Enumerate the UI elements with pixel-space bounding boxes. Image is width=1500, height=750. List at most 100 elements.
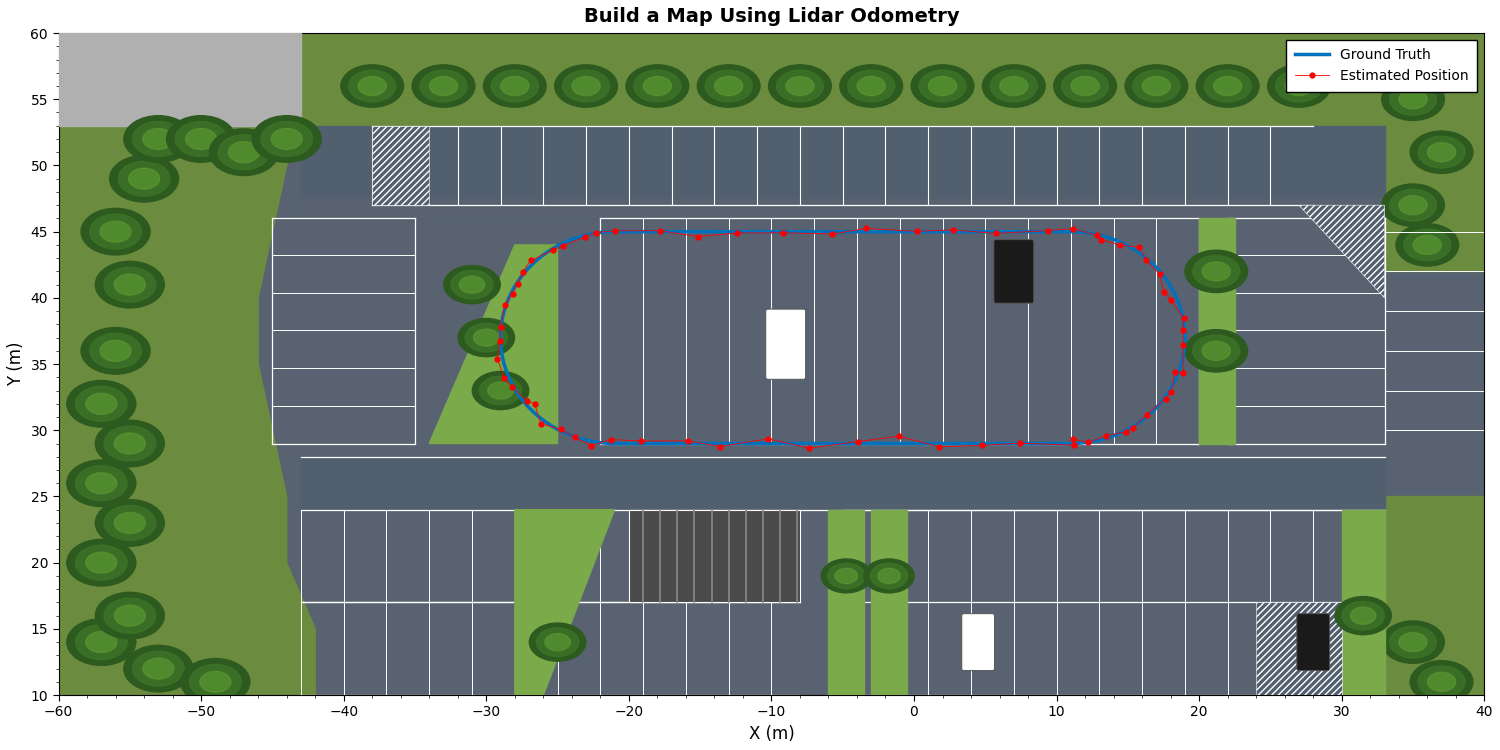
Ellipse shape: [1400, 196, 1426, 214]
Ellipse shape: [90, 214, 141, 249]
Ellipse shape: [465, 323, 507, 352]
Bar: [828, 510, 864, 695]
Ellipse shape: [1202, 341, 1230, 360]
Ellipse shape: [1335, 596, 1392, 634]
Ellipse shape: [856, 76, 885, 95]
Ellipse shape: [982, 64, 1046, 107]
Ellipse shape: [81, 209, 150, 255]
Bar: [58, 33, 302, 126]
Ellipse shape: [644, 76, 672, 95]
Polygon shape: [628, 510, 800, 602]
Ellipse shape: [104, 267, 156, 302]
Ellipse shape: [100, 221, 130, 242]
Ellipse shape: [348, 70, 396, 102]
Ellipse shape: [483, 64, 546, 107]
Ellipse shape: [96, 420, 165, 466]
Ellipse shape: [1214, 76, 1242, 95]
Ellipse shape: [1132, 70, 1180, 102]
Ellipse shape: [1389, 189, 1437, 221]
Legend: Ground Truth, Estimated Position: Ground Truth, Estimated Position: [1286, 40, 1478, 92]
Ellipse shape: [1410, 661, 1473, 703]
Ellipse shape: [186, 128, 216, 149]
Ellipse shape: [189, 664, 242, 699]
Ellipse shape: [1185, 330, 1248, 372]
Ellipse shape: [68, 539, 136, 586]
Ground Truth: [1092, 435, 1110, 444]
Ellipse shape: [1428, 142, 1455, 162]
Bar: [302, 199, 1384, 218]
Ellipse shape: [252, 116, 321, 162]
Ellipse shape: [132, 651, 184, 686]
Ellipse shape: [429, 76, 457, 95]
Bar: [302, 126, 1384, 218]
Ellipse shape: [96, 592, 165, 639]
Y-axis label: Y (m): Y (m): [8, 342, 26, 386]
Ellipse shape: [488, 382, 513, 399]
Ellipse shape: [1197, 64, 1258, 107]
Ellipse shape: [572, 76, 600, 95]
Ellipse shape: [999, 76, 1028, 95]
Ellipse shape: [928, 76, 957, 95]
Title: Build a Map Using Lidar Odometry: Build a Map Using Lidar Odometry: [584, 7, 958, 26]
Ellipse shape: [1413, 236, 1442, 254]
Estimated Position: [1065, 441, 1083, 450]
Ellipse shape: [1404, 229, 1450, 261]
Ellipse shape: [100, 340, 130, 362]
Ground Truth: [1062, 227, 1080, 236]
Bar: [1341, 510, 1384, 695]
Ellipse shape: [200, 671, 231, 692]
Ellipse shape: [142, 658, 174, 679]
Ellipse shape: [1062, 70, 1108, 102]
Ellipse shape: [1125, 64, 1188, 107]
Ellipse shape: [90, 333, 141, 368]
Ellipse shape: [1382, 621, 1444, 663]
Ellipse shape: [1400, 632, 1426, 652]
Bar: [1198, 218, 1234, 443]
Estimated Position: [1092, 235, 1110, 244]
Ellipse shape: [86, 393, 117, 414]
Ellipse shape: [96, 261, 165, 308]
Line: Estimated Position: Estimated Position: [492, 224, 1188, 453]
Ellipse shape: [444, 266, 500, 304]
Ellipse shape: [1185, 251, 1248, 292]
Ellipse shape: [420, 70, 466, 102]
Ellipse shape: [118, 161, 170, 196]
Ellipse shape: [217, 135, 270, 170]
Ground Truth: [534, 251, 552, 260]
Ellipse shape: [114, 433, 146, 454]
Ellipse shape: [544, 634, 570, 651]
Ellipse shape: [501, 76, 530, 95]
Ellipse shape: [870, 563, 907, 589]
Ellipse shape: [1071, 76, 1100, 95]
Ellipse shape: [1342, 602, 1384, 630]
Ellipse shape: [129, 168, 159, 189]
Ellipse shape: [114, 605, 146, 626]
Estimated Position: [576, 232, 594, 242]
Ellipse shape: [474, 329, 500, 346]
Ground Truth: [1062, 439, 1080, 448]
Ellipse shape: [114, 512, 146, 533]
Ellipse shape: [261, 122, 312, 157]
Ellipse shape: [555, 64, 618, 107]
Ellipse shape: [472, 371, 530, 410]
Ellipse shape: [878, 568, 900, 584]
Ellipse shape: [786, 76, 814, 95]
Ellipse shape: [1396, 224, 1458, 266]
FancyBboxPatch shape: [962, 614, 994, 670]
Ellipse shape: [705, 70, 752, 102]
Ellipse shape: [990, 70, 1038, 102]
Ellipse shape: [562, 70, 609, 102]
Ellipse shape: [1418, 136, 1466, 168]
Ellipse shape: [920, 70, 966, 102]
Ellipse shape: [1428, 672, 1455, 692]
Ellipse shape: [114, 274, 146, 295]
Ellipse shape: [68, 619, 136, 665]
Ellipse shape: [1350, 607, 1376, 624]
Ellipse shape: [626, 64, 688, 107]
Ellipse shape: [132, 122, 184, 157]
Ground Truth: [736, 439, 754, 448]
Ellipse shape: [104, 506, 156, 541]
Polygon shape: [514, 510, 615, 695]
Ellipse shape: [1143, 76, 1170, 95]
Ellipse shape: [75, 545, 128, 580]
